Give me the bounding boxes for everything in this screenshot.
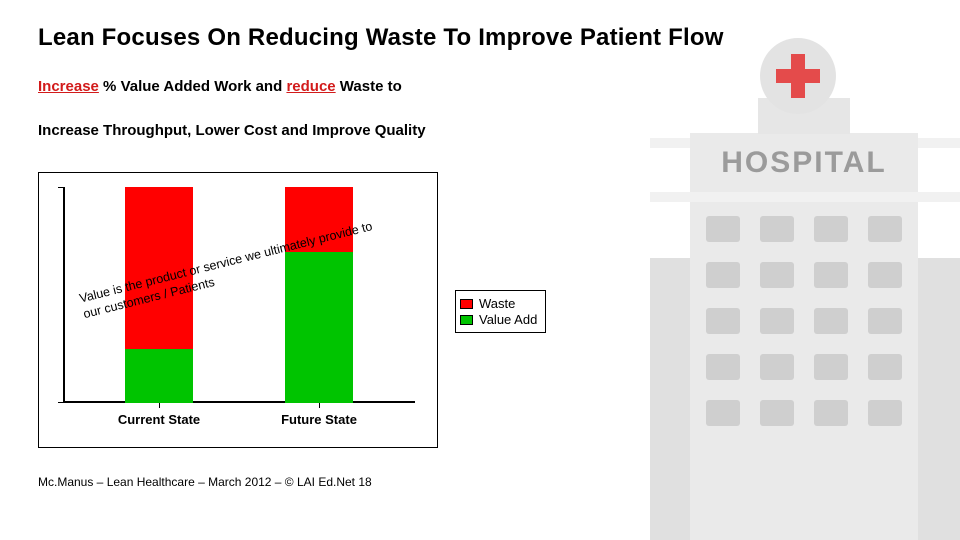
subtitle-line-2: Increase Throughput, Lower Cost and Impr…	[38, 122, 426, 139]
slide: Lean Focuses On Reducing Waste To Improv…	[0, 0, 960, 540]
subtitle-emph-increase: Increase	[38, 78, 99, 95]
hospital-illustration: HOSPITAL	[650, 38, 960, 540]
hospital-label: HOSPITAL	[690, 146, 918, 180]
legend-swatch	[460, 315, 473, 325]
x-category-label: Future State	[249, 412, 389, 427]
chart-legend: WasteValue Add	[455, 290, 546, 333]
x-category-label: Current State	[89, 412, 229, 427]
subtitle-line-1: Increase % Value Added Work and reduce W…	[38, 78, 402, 95]
legend-item: Value Add	[460, 312, 537, 327]
bar-segment	[125, 349, 193, 403]
x-tick	[319, 403, 320, 408]
legend-label: Waste	[479, 296, 515, 311]
y-tick	[58, 402, 63, 403]
bar-segment	[285, 252, 353, 403]
page-title: Lean Focuses On Reducing Waste To Improv…	[38, 24, 724, 52]
legend-label: Value Add	[479, 312, 537, 327]
chart-x-axis	[63, 401, 415, 403]
slide-footer: Mc.Manus – Lean Healthcare – March 2012 …	[38, 475, 372, 489]
legend-item: Waste	[460, 296, 537, 311]
hospital-cross-icon	[760, 38, 836, 114]
subtitle-emph-reduce: reduce	[286, 78, 335, 95]
x-tick	[159, 403, 160, 408]
chart-y-axis	[63, 187, 65, 403]
legend-swatch	[460, 299, 473, 309]
y-tick	[58, 187, 63, 188]
